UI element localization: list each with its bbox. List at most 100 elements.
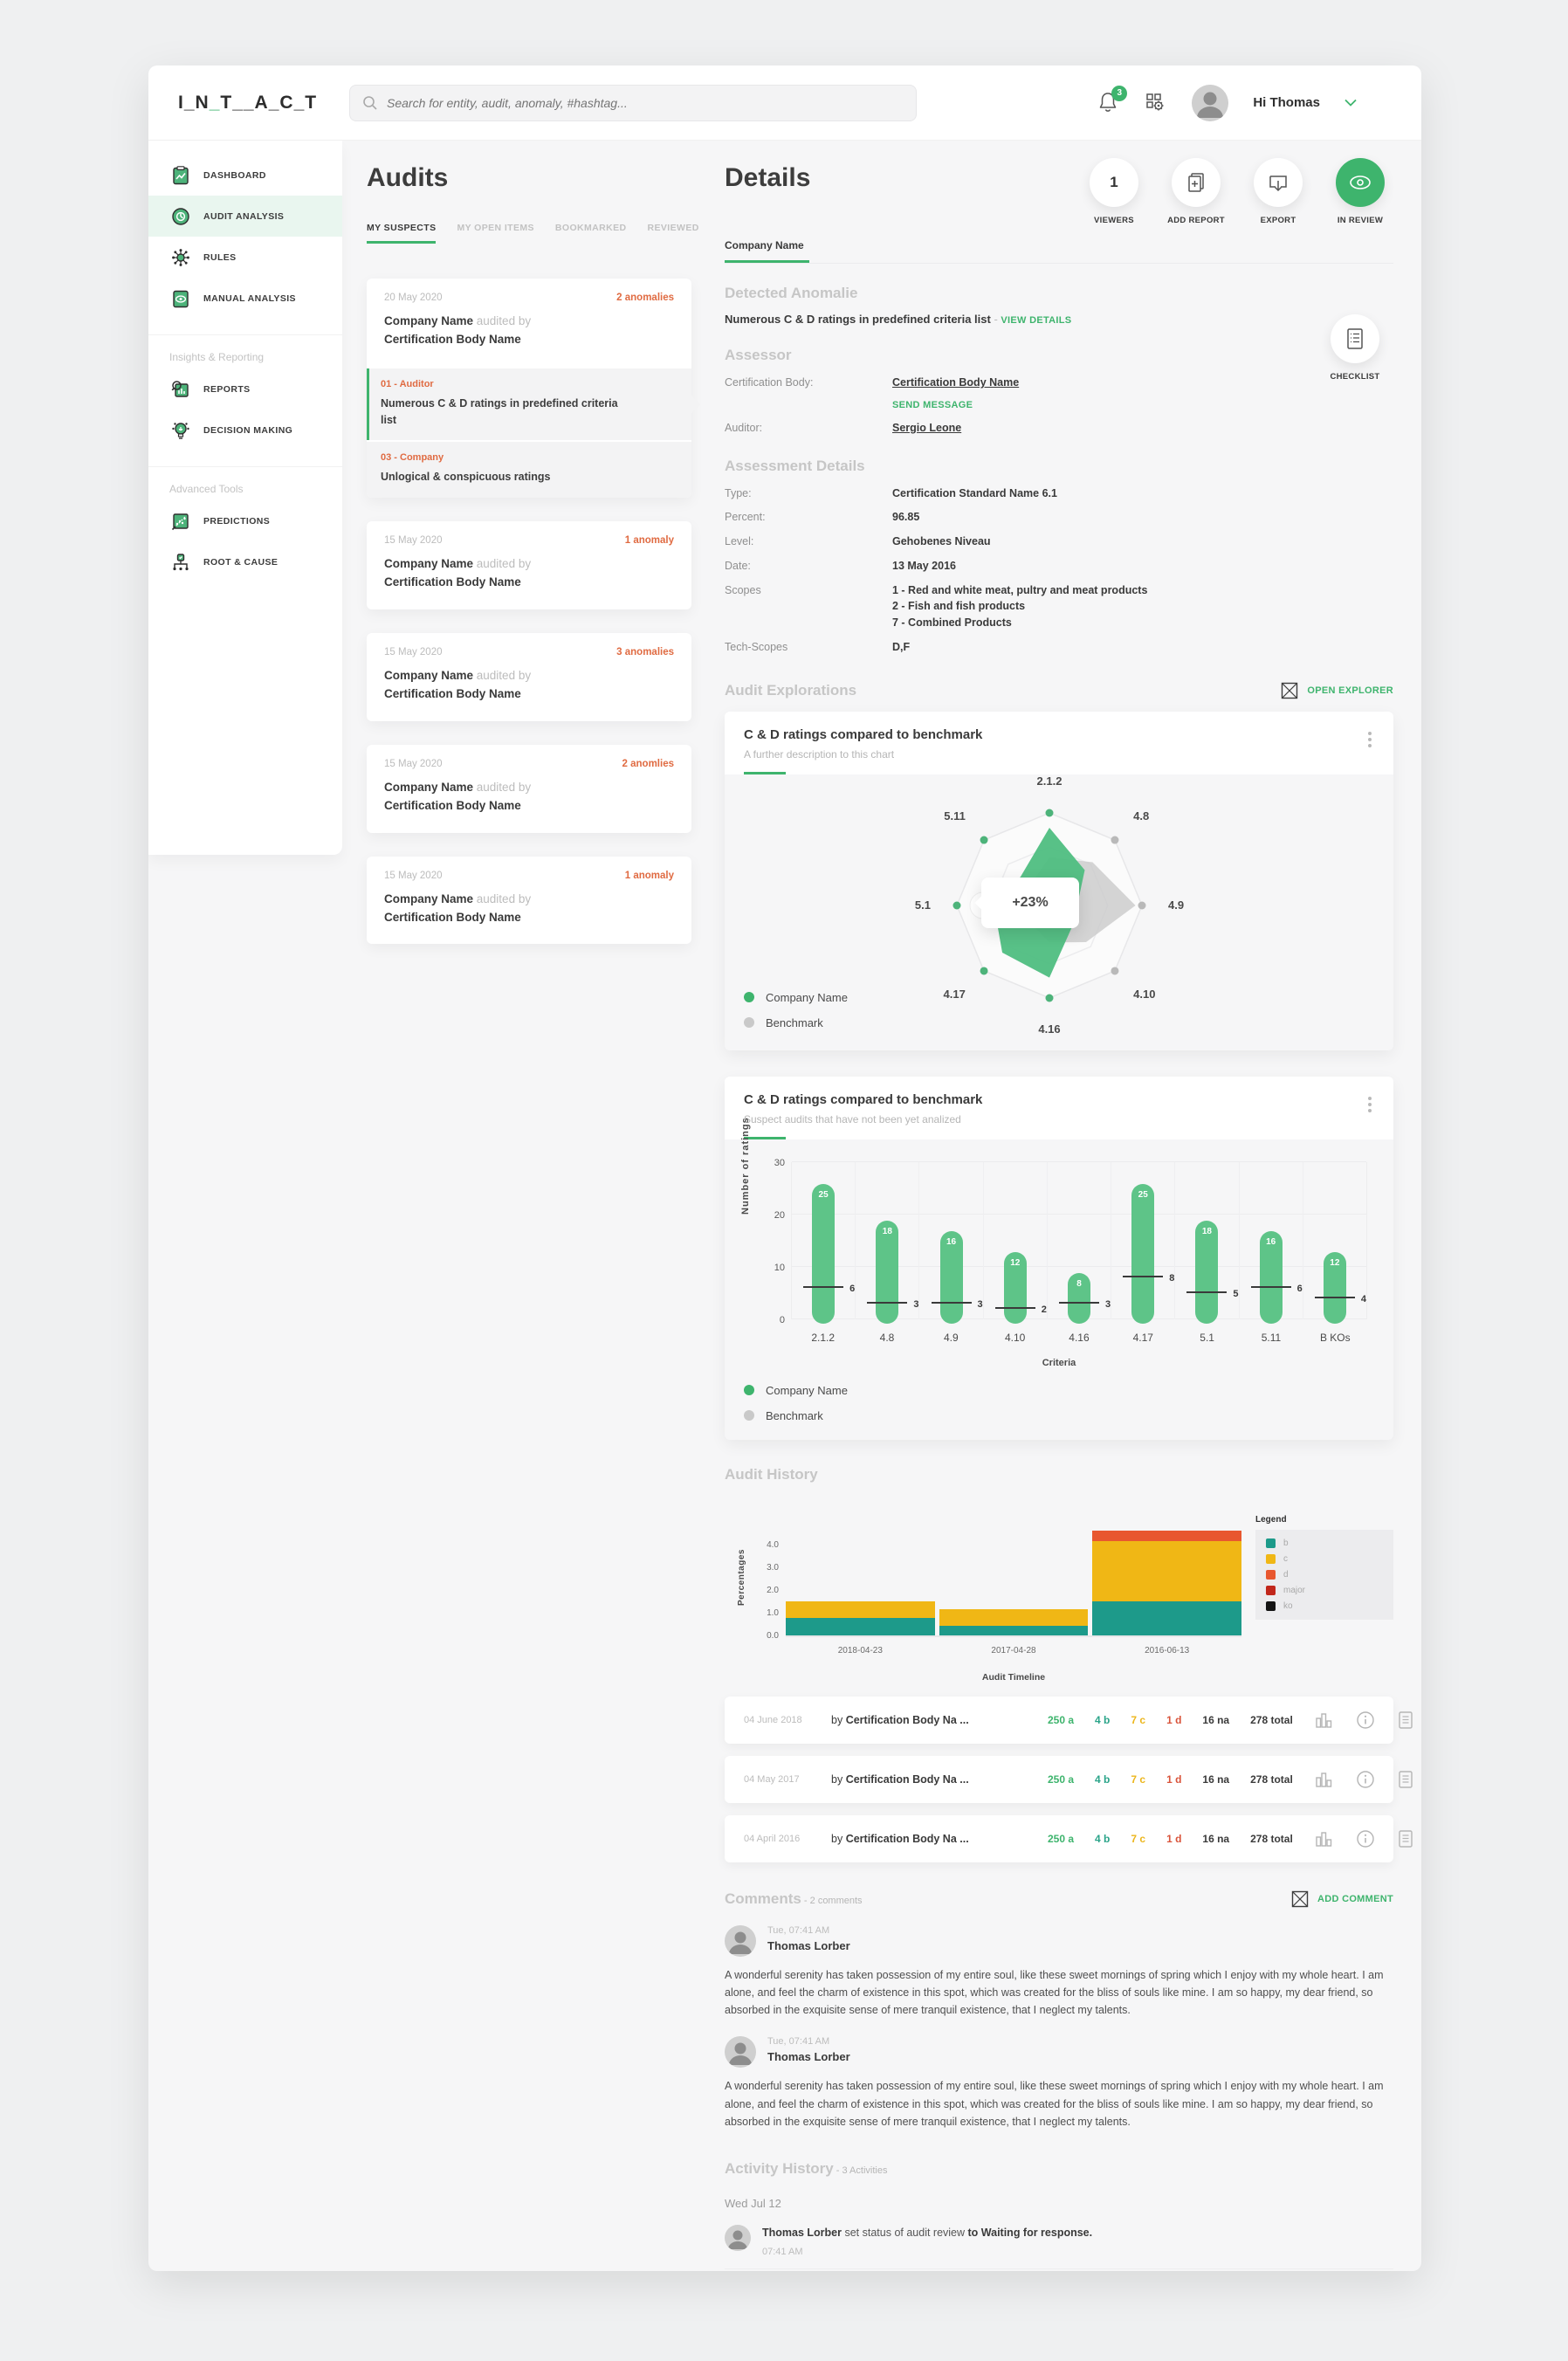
svg-text:2.1.2: 2.1.2 bbox=[1037, 774, 1063, 788]
sidebar-item-dashboard[interactable]: DASHBOARD bbox=[148, 155, 342, 196]
audit-date: 15 May 2020 bbox=[384, 646, 443, 657]
stat-total: 278 total bbox=[1250, 1713, 1293, 1726]
kebab-menu-icon[interactable] bbox=[1364, 1094, 1376, 1115]
percent-label: Percent: bbox=[725, 511, 766, 524]
sidebar-item-audit-analysis[interactable]: AUDIT ANALYSIS bbox=[148, 196, 342, 237]
stat-b: 4 b bbox=[1095, 1772, 1111, 1786]
anomaly-item[interactable]: 03 - Company Unlogical & conspicuous rat… bbox=[367, 442, 691, 499]
sidebar-item-rules[interactable]: RULES bbox=[148, 237, 342, 278]
audit-card[interactable]: 15 May 2020 1 anomaly Company Name audit… bbox=[367, 521, 691, 609]
info-icon[interactable] bbox=[1356, 1770, 1375, 1789]
history-date: 04 May 2017 bbox=[744, 1773, 800, 1785]
chart-accent-underline bbox=[744, 1136, 786, 1139]
detected-anomalie-heading: Detected Anomalie bbox=[725, 285, 858, 301]
info-icon[interactable] bbox=[1356, 1711, 1375, 1730]
sidebar-group-insights: Insights & Reporting bbox=[148, 334, 342, 368]
audit-date: 15 May 2020 bbox=[384, 758, 443, 769]
history-row[interactable]: 04 June 2018 by Certification Body Na ..… bbox=[725, 1696, 1413, 1744]
audits-panel: Audits MY SUSPECTS MY OPEN ITEMS BOOKMAR… bbox=[367, 163, 701, 967]
add-comment-button[interactable]: ADD COMMENT bbox=[1291, 1890, 1393, 1908]
viewers-button[interactable]: 1 VIEWERS bbox=[1081, 158, 1147, 225]
sidebar-item-root-cause[interactable]: ROOT & CAUSE bbox=[148, 541, 342, 582]
add-report-icon bbox=[1186, 171, 1207, 194]
stat-d: 1 d bbox=[1166, 1772, 1182, 1786]
anomaly-item-selected[interactable]: 01 - Auditor Numerous C & D ratings in p… bbox=[367, 368, 701, 441]
tab-bookmarked[interactable]: BOOKMARKED bbox=[554, 223, 627, 233]
stat-a: 250 a bbox=[1048, 1772, 1075, 1786]
activity-time: 07:41 AM bbox=[762, 2246, 803, 2257]
checklist-button[interactable]: CHECKLIST bbox=[1322, 314, 1388, 382]
audit-card[interactable]: 15 May 2020 2 anomlies Company Name audi… bbox=[367, 744, 691, 833]
tab-my-open-items[interactable]: MY OPEN ITEMS bbox=[457, 223, 534, 233]
send-message-link[interactable]: SEND MESSAGE bbox=[892, 399, 973, 410]
audit-card[interactable]: 15 May 2020 3 anomalies Company Name aud… bbox=[367, 632, 691, 721]
tab-company-name[interactable]: Company Name bbox=[725, 239, 809, 263]
svg-text:4.9: 4.9 bbox=[1168, 898, 1184, 912]
legend-benchmark: Benchmark bbox=[744, 1409, 1393, 1422]
info-icon[interactable] bbox=[1356, 1829, 1375, 1848]
stat-na: 16 na bbox=[1202, 1713, 1230, 1726]
apps-settings-button[interactable] bbox=[1145, 92, 1167, 114]
anomaly-count-badge: 3 anomalies bbox=[616, 646, 674, 657]
stat-total: 278 total bbox=[1250, 1772, 1293, 1786]
selected-arrow bbox=[681, 395, 701, 414]
type-label: Type: bbox=[725, 486, 752, 499]
sidebar-item-label: AUDIT ANALYSIS bbox=[203, 210, 285, 222]
export-button[interactable]: EXPORT bbox=[1245, 158, 1311, 225]
sidebar-item-decision-making[interactable]: DECISION MAKING bbox=[148, 410, 342, 451]
apps-gear-icon bbox=[1145, 92, 1167, 114]
detected-anomalie-line: Numerous C & D ratings in predefined cri… bbox=[725, 313, 1072, 326]
content: Audits MY SUSPECTS MY OPEN ITEMS BOOKMAR… bbox=[342, 141, 1421, 2271]
tech-scopes-value: D,F bbox=[892, 640, 911, 653]
auditor-link[interactable]: Sergio Leone bbox=[892, 421, 962, 434]
anomaly-count-badge: 1 anomaly bbox=[624, 870, 674, 881]
document-icon[interactable] bbox=[1398, 1711, 1413, 1730]
user-avatar[interactable] bbox=[1192, 84, 1229, 121]
sidebar-item-label: PREDICTIONS bbox=[203, 515, 271, 527]
sidebar-item-manual-analysis[interactable]: MANUAL ANALYSIS bbox=[148, 278, 342, 319]
sidebar-item-reports[interactable]: REPORTS bbox=[148, 368, 342, 410]
user-greeting: Hi Thomas bbox=[1253, 95, 1320, 110]
anomaly-code: 03 - Company bbox=[381, 452, 444, 464]
add-comment-icon bbox=[1291, 1890, 1309, 1908]
cert-body-link[interactable]: Certification Body Name bbox=[892, 376, 1020, 389]
activity-history-heading: Activity History - 3 Activities bbox=[725, 2160, 888, 2177]
bar-chart-ylabel: Number of ratings bbox=[740, 1116, 751, 1215]
svg-text:5.11: 5.11 bbox=[944, 809, 966, 822]
audit-card[interactable]: 15 May 2020 1 anomaly Company Name audit… bbox=[367, 856, 691, 945]
notification-badge: 3 bbox=[1111, 85, 1128, 101]
checklist-icon bbox=[1345, 327, 1365, 350]
tech-scopes-label: Tech-Scopes bbox=[725, 640, 788, 653]
search-input[interactable] bbox=[387, 95, 904, 110]
sidebar-item-predictions[interactable]: PREDICTIONS bbox=[148, 500, 342, 541]
chart-accent-underline bbox=[744, 771, 786, 774]
viewers-count[interactable]: 1 bbox=[1090, 158, 1138, 207]
search-bar[interactable] bbox=[349, 84, 917, 121]
view-details-link[interactable]: VIEW DETAILS bbox=[1001, 315, 1072, 326]
mini-bar-chart-icon[interactable] bbox=[1314, 1711, 1333, 1730]
history-row[interactable]: 04 April 2016 by Certification Body Na .… bbox=[725, 1814, 1413, 1862]
legend-benchmark: Benchmark bbox=[744, 1016, 848, 1029]
chart-title: C & D ratings compared to benchmark bbox=[744, 1091, 983, 1107]
avatar bbox=[725, 2225, 751, 2251]
chevron-down-icon[interactable] bbox=[1344, 99, 1357, 107]
kebab-menu-icon[interactable] bbox=[1364, 729, 1376, 750]
radar-chart: 2.1.2 4.8 4.9 4.10 4.16 4.17 5.1 5.11 +23% Comp… bbox=[725, 774, 1393, 1050]
assessor-heading: Assessor bbox=[725, 347, 792, 363]
in-review-button[interactable]: IN REVIEW bbox=[1327, 158, 1393, 225]
comment-time: Tue, 07:41 AM bbox=[767, 1924, 830, 1936]
open-explorer-button[interactable]: OPEN EXPLORER bbox=[1281, 682, 1393, 699]
notifications-button[interactable]: 3 bbox=[1097, 85, 1128, 115]
history-row[interactable]: 04 May 2017 by Certification Body Na ...… bbox=[725, 1755, 1413, 1803]
history-cert-body: by Certification Body Na ... bbox=[831, 1713, 969, 1726]
document-icon[interactable] bbox=[1398, 1770, 1413, 1789]
tab-my-suspects[interactable]: MY SUSPECTS bbox=[367, 223, 437, 244]
add-report-button[interactable]: ADD REPORT bbox=[1163, 158, 1229, 225]
audit-card[interactable]: 20 May 2020 2 anomalies Company Name aud… bbox=[367, 279, 701, 499]
mini-bar-chart-icon[interactable] bbox=[1314, 1829, 1333, 1848]
cert-body-label: Certification Body: bbox=[725, 376, 814, 389]
document-icon[interactable] bbox=[1398, 1829, 1413, 1848]
mini-bar-chart-icon[interactable] bbox=[1314, 1770, 1333, 1789]
anomaly-count-badge: 2 anomlies bbox=[622, 758, 674, 769]
tab-reviewed[interactable]: REVIEWED bbox=[647, 223, 699, 233]
